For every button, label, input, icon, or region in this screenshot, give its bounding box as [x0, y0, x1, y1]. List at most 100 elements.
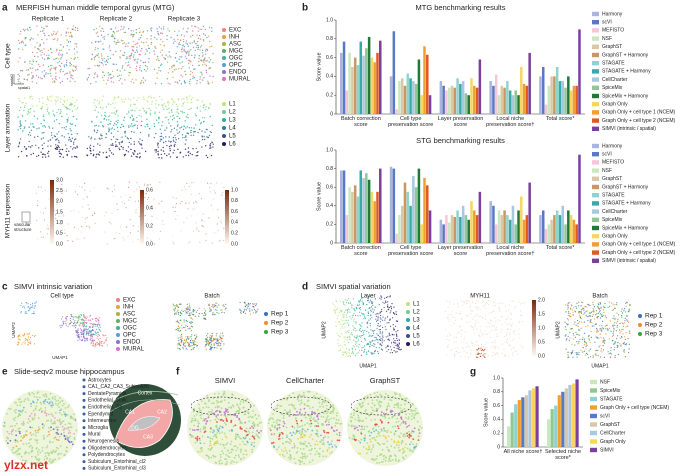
cell-dot: [377, 316, 379, 318]
y-axis-label: Score value: [316, 52, 322, 81]
cell-dot: [497, 347, 499, 349]
cell-dot: [243, 456, 245, 459]
cell-dot: [577, 311, 580, 313]
cell-dot: [383, 302, 385, 304]
cell-dot: [115, 63, 118, 65]
cell-dot: [183, 319, 185, 321]
legend-swatch: [592, 209, 599, 214]
cell-dot: [67, 406, 69, 409]
cell-dot: [499, 302, 502, 304]
cell-dot: [186, 337, 189, 339]
cell-dot: [24, 105, 26, 107]
bar: [467, 95, 470, 114]
cell-dot: [181, 189, 183, 191]
cell-dot: [70, 64, 73, 66]
legend-swatch: [116, 347, 120, 351]
cell-dot: [94, 47, 97, 49]
cell-dot: [395, 333, 398, 335]
cell-dot: [623, 351, 626, 353]
cell-dot: [17, 335, 19, 337]
cell-dot: [216, 333, 218, 335]
cell-dot: [210, 204, 212, 206]
cell-dot: [511, 339, 513, 342]
cell-dot: [460, 335, 463, 337]
legend-swatch: [592, 126, 599, 131]
cell-dot: [71, 110, 74, 112]
cell-dot: [144, 222, 146, 224]
cell-dot: [616, 312, 618, 314]
cell-dot: [387, 304, 389, 306]
cell-dot: [138, 215, 140, 217]
cell-dot: [74, 101, 76, 104]
cell-dot: [185, 338, 188, 341]
cell-dot: [44, 189, 46, 191]
cell-dot: [36, 155, 38, 158]
legend-swatch: [592, 52, 599, 58]
cell-dot: [69, 415, 72, 418]
cell-dot: [139, 152, 141, 154]
cell-dot: [128, 112, 130, 114]
cell-dot: [86, 325, 88, 327]
cell-dot: [205, 313, 207, 315]
cell-dot: [30, 412, 33, 415]
cell-dot: [173, 117, 175, 119]
cell-dot: [25, 311, 27, 313]
cell-dot: [190, 193, 192, 195]
cell-dot: [91, 53, 94, 56]
cell-dot: [69, 35, 71, 38]
cell-dot: [192, 97, 194, 99]
cell-dot: [588, 335, 590, 338]
cell-dot: [93, 334, 95, 336]
cell-dot: [377, 351, 379, 353]
cell-dot: [374, 329, 376, 331]
cell-dot: [21, 302, 23, 304]
cell-dot: [367, 350, 369, 352]
cell-dot: [67, 119, 69, 121]
cell-dot: [361, 297, 363, 300]
cell-dot: [214, 309, 217, 311]
colorbar-tick: 0.8: [231, 198, 238, 204]
cell-dot: [198, 60, 200, 63]
cell-dot: [60, 153, 63, 155]
cell-dot: [604, 315, 606, 317]
cell-dot: [57, 399, 60, 402]
bar: [547, 419, 551, 447]
cell-dot: [601, 314, 603, 316]
cell-dot: [181, 48, 183, 51]
cell-dot: [65, 150, 68, 153]
cell-dot: [34, 407, 37, 410]
cell-dot: [27, 29, 29, 32]
cell-dot: [39, 65, 41, 68]
cell-dot: [133, 191, 135, 193]
cell-dot: [185, 30, 188, 33]
panel-title: SIMVI spatial variation: [316, 282, 391, 291]
cell-dot: [168, 140, 170, 142]
cell-dot: [65, 322, 67, 324]
bar: [564, 87, 567, 114]
cell-dot: [484, 318, 487, 320]
cell-dot: [391, 352, 393, 354]
colorbar: [50, 180, 54, 244]
cell-dot: [160, 149, 162, 151]
cell-dot: [73, 48, 76, 50]
cell-dot: [504, 336, 506, 338]
bar: [554, 405, 558, 447]
cell-dot: [198, 128, 201, 131]
cell-dot: [87, 319, 89, 321]
cell-dot: [32, 126, 34, 128]
cell-dot: [521, 346, 523, 348]
cell-dot: [188, 202, 190, 204]
cell-dot: [183, 321, 185, 323]
cell-dot: [66, 78, 69, 80]
cell-dot: [188, 67, 190, 69]
cell-dot: [18, 409, 20, 412]
cell-dot: [564, 326, 567, 328]
cell-dot: [54, 214, 57, 216]
cell-dot: [38, 100, 41, 103]
cell-dot: [190, 61, 192, 63]
cell-dot: [89, 339, 92, 341]
cell-dot: [107, 72, 110, 74]
cell-dot: [22, 459, 24, 462]
cell-dot: [159, 51, 162, 53]
bar: [365, 48, 368, 115]
